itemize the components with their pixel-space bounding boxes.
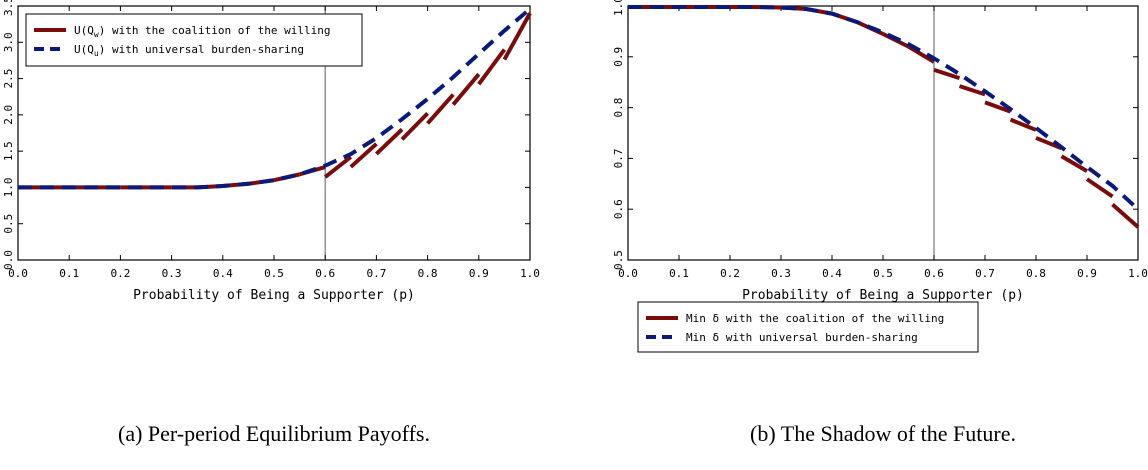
y-tick-label: 0.9 (612, 47, 625, 67)
y-tick-label: 1.0 (2, 177, 15, 197)
series-segment-willing (1060, 154, 1089, 173)
legend-label: Min δ with the coalition of the willing (686, 312, 944, 325)
x-tick-label: 0.0 (8, 267, 28, 280)
x-axis-label: Probability of Being a Supporter (p) (133, 288, 415, 303)
plot-frame (627, 5, 1139, 261)
x-tick-label: 0.8 (1026, 267, 1046, 280)
y-tick-label: 0.5 (612, 250, 625, 270)
y-tick-label: 0.0 (2, 250, 15, 270)
series-segment-willing (907, 44, 936, 64)
chart-b: 0.0 0.1 0.2 0.3 0.4 0.5 0.6 0.7 0.8 0.9 1.0 0.5 0.6 0… (612, 0, 1148, 446)
series-universal (17, 7, 532, 190)
x-axis-label: Probability of Being a Supporter (p) (742, 288, 1024, 303)
x-tick-label: 0.4 (213, 267, 233, 280)
y-tick-label: 3.5 (2, 0, 15, 16)
series-segment-willing (1035, 136, 1063, 151)
x-tick-label: 0.0 (618, 267, 638, 280)
x-tick-label: 0.1 (59, 267, 79, 280)
y-tick-label: 0.8 (612, 98, 625, 118)
y-tick-label: 1.5 (2, 141, 15, 161)
series-segment-willing (349, 142, 378, 169)
figure-caption: (a) Per-period Equilibrium Payoffs. (118, 421, 430, 446)
legend: U(Qw) with the coalition of the willing U… (25, 13, 363, 67)
y-tick-label: 3.0 (2, 32, 15, 52)
series-segment-willing (426, 93, 455, 125)
series-line-universal (628, 5, 1140, 211)
series-segment-willing (933, 67, 961, 81)
x-tick-label: 0.5 (264, 267, 284, 280)
y-tick-label: 2.0 (2, 105, 15, 125)
series-segment-willing (323, 155, 353, 179)
y-tick-label: 1.0 (612, 0, 625, 16)
y-tick-label: 0.6 (612, 199, 625, 219)
legend-label: Min δ with universal burden-sharing (686, 331, 918, 344)
x-tick-label: 0.3 (771, 267, 791, 280)
y-tick-label: 0.5 (2, 214, 15, 234)
series-segment-willing (1085, 177, 1114, 199)
figure-caption: (b) The Shadow of the Future. (750, 421, 1016, 446)
series-segment-willing (451, 72, 481, 106)
x-tick-label: 0.8 (418, 267, 438, 280)
y-tick-label: 2.5 (2, 69, 15, 89)
x-tick-label: 0.7 (975, 267, 995, 280)
x-tick-label: 0.2 (720, 267, 740, 280)
series-segment-willing (1009, 117, 1037, 132)
x-tick-label: 1.0 (520, 267, 540, 280)
x-tick-label: 0.4 (822, 267, 842, 280)
x-tick-label: 0.7 (366, 267, 386, 280)
x-tick-label: 1.0 (1128, 267, 1148, 280)
series-segment-willing (502, 12, 532, 61)
x-tick-label: 0.6 (315, 267, 335, 280)
x-tick-label: 0.5 (873, 267, 893, 280)
y-tick-label: 0.7 (612, 148, 625, 168)
chart-a: 0.0 0.1 0.2 0.3 0.4 0.5 0.6 0.7 0.8 0.9 1.0 0.0 0.5 1… (2, 0, 540, 446)
x-tick-label: 0.9 (1077, 267, 1097, 280)
legend-box (25, 13, 363, 67)
series-segment-willing (958, 84, 986, 97)
legend-label: U(Qu) with universal burden-sharing (74, 43, 304, 58)
series-segment-willing (477, 48, 507, 86)
x-tick-label: 0.1 (669, 267, 689, 280)
series-universal (627, 5, 1140, 211)
series-willing (627, 5, 1140, 229)
series-segment-willing (400, 112, 430, 141)
legend-label: U(Qw) with the coalition of the willing (74, 24, 331, 39)
x-tick-label: 0.3 (162, 267, 182, 280)
x-tick-label: 0.6 (924, 267, 944, 280)
series-segment-willing (375, 127, 404, 156)
x-tick-label: 0.2 (110, 267, 130, 280)
x-tick-label: 0.9 (469, 267, 489, 280)
legend-box (637, 301, 979, 353)
series-segment-willing (1111, 202, 1140, 229)
legend: Min δ with the coalition of the willing M… (637, 301, 979, 353)
series-segment-willing (984, 100, 1012, 114)
